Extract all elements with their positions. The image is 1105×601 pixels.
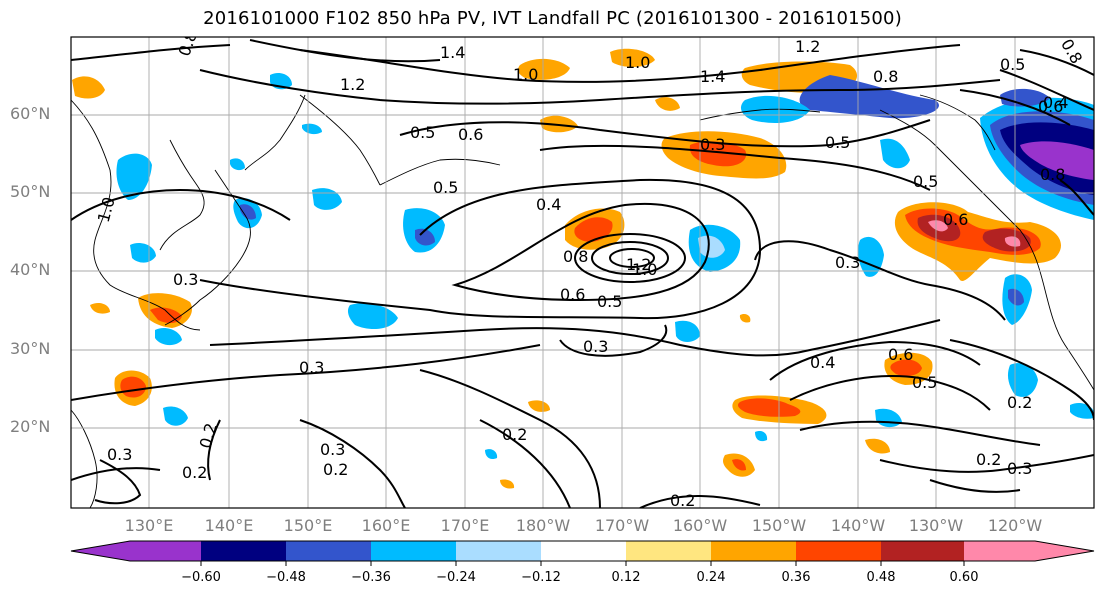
contour-label: 0.8 bbox=[873, 67, 898, 86]
colorbar bbox=[70, 540, 1095, 566]
contour-label: 0.8 bbox=[1057, 36, 1086, 68]
lat-label: 30°N bbox=[10, 339, 51, 358]
lon-label: 150°E bbox=[283, 516, 333, 535]
colorbar-tick-label: 0.36 bbox=[781, 570, 811, 585]
contour-label: 0.5 bbox=[912, 373, 937, 392]
contour-label: 0.3 bbox=[320, 440, 345, 459]
ivt-contours bbox=[71, 39, 1094, 508]
lon-label: 150°W bbox=[751, 516, 807, 535]
colorbar-tick-label: −0.24 bbox=[436, 570, 476, 585]
colorbar-tick-label: −0.12 bbox=[521, 570, 561, 585]
lat-label: 60°N bbox=[10, 104, 51, 123]
colorbar-tick-label: −0.48 bbox=[266, 570, 306, 585]
contour-label: 1.0 bbox=[632, 260, 657, 279]
colorbar-extend-low bbox=[71, 541, 130, 561]
colorbar-bin bbox=[796, 541, 881, 561]
colorbar-bin bbox=[371, 541, 456, 561]
contour-label: 1.0 bbox=[94, 195, 119, 225]
contour-label: 0.6 bbox=[1038, 97, 1063, 116]
contour-label: 0.3 bbox=[173, 270, 198, 289]
contour-label: 0.3 bbox=[835, 253, 860, 272]
contour-label: 0.3 bbox=[700, 135, 725, 154]
contour-label: 0.3 bbox=[1007, 459, 1032, 478]
coastlines bbox=[71, 94, 1094, 508]
lat-label: 50°N bbox=[10, 182, 51, 201]
colorbar-tick-label: −0.60 bbox=[181, 570, 221, 585]
colorbar-bin bbox=[881, 541, 964, 561]
lon-label: 130°W bbox=[908, 516, 964, 535]
contour-label: 0.2 bbox=[323, 460, 348, 479]
contour-label: 0.2 bbox=[670, 491, 695, 510]
contour-label: 1.2 bbox=[795, 37, 820, 56]
colorbar-extend-high bbox=[1035, 541, 1094, 561]
contour-label: 0.6 bbox=[560, 285, 585, 304]
contour-label: 1.0 bbox=[513, 65, 538, 84]
lon-label: 170°E bbox=[440, 516, 490, 535]
colorbar-tick-label: 0.60 bbox=[949, 570, 979, 585]
contour-label: 0.4 bbox=[1043, 93, 1068, 112]
contour-labels: 0.8 1.4 1.2 0.8 1.2 1.0 1.0 1.4 0.8 0.5 … bbox=[94, 28, 1086, 510]
map-frame bbox=[70, 36, 1095, 509]
colorbar-tick-label: −0.36 bbox=[351, 570, 391, 585]
contour-label: 0.6 bbox=[943, 210, 968, 229]
contour-label: 0.5 bbox=[825, 133, 850, 152]
colorbar-tick-label: 0.48 bbox=[866, 570, 896, 585]
lon-label: 120°W bbox=[987, 516, 1043, 535]
lon-label: 140°W bbox=[830, 516, 886, 535]
lon-label: 130°E bbox=[124, 516, 174, 535]
contour-label: 0.5 bbox=[1000, 55, 1025, 74]
gridlines bbox=[71, 37, 1094, 508]
contour-label: 1.4 bbox=[440, 43, 465, 62]
lon-label: 170°W bbox=[594, 516, 650, 535]
contour-label: 0.2 bbox=[182, 463, 207, 482]
contour-label: 1.2 bbox=[626, 255, 651, 274]
pv-shading bbox=[72, 48, 1094, 489]
contour-label: 0.8 bbox=[563, 247, 588, 266]
colorbar-bin bbox=[711, 541, 796, 561]
colorbar-tick-label: 0.12 bbox=[611, 570, 641, 585]
contour-label: 0.4 bbox=[536, 195, 561, 214]
colorbar-bin bbox=[541, 541, 626, 561]
lat-label: 20°N bbox=[10, 417, 51, 436]
contour-label: 0.6 bbox=[888, 345, 913, 364]
contour-label: 0.5 bbox=[410, 123, 435, 142]
colorbar-bin bbox=[286, 541, 371, 561]
contour-label: 0.8 bbox=[175, 28, 202, 58]
colorbar-bin bbox=[964, 541, 1035, 561]
map-plot-area: 0.8 1.4 1.2 0.8 1.2 1.0 1.0 1.4 0.8 0.5 … bbox=[71, 28, 1094, 510]
lon-label: 180°W bbox=[515, 516, 571, 535]
map-title: 2016101000 F102 850 hPa PV, IVT Landfall… bbox=[203, 8, 902, 29]
lon-label: 140°E bbox=[204, 516, 254, 535]
contour-label: 0.5 bbox=[913, 172, 938, 191]
contour-label: 0.3 bbox=[107, 445, 132, 464]
contour-label: 1.2 bbox=[340, 75, 365, 94]
contour-label: 0.2 bbox=[196, 421, 221, 451]
contour-label: 0.3 bbox=[583, 337, 608, 356]
contour-label: 0.6 bbox=[458, 125, 483, 144]
contour-label: 0.5 bbox=[433, 178, 458, 197]
contour-label: 0.2 bbox=[1007, 393, 1032, 412]
lon-label: 160°W bbox=[672, 516, 728, 535]
colorbar-bin bbox=[456, 541, 541, 561]
contour-label: 1.4 bbox=[700, 67, 725, 86]
colorbar-bin bbox=[626, 541, 711, 561]
contour-label: 0.2 bbox=[502, 425, 527, 444]
contour-label: 0.3 bbox=[299, 358, 324, 377]
contour-label: 0.2 bbox=[976, 450, 1001, 469]
lat-label: 40°N bbox=[10, 260, 51, 279]
colorbar-bin bbox=[201, 541, 286, 561]
contour-label: 0.5 bbox=[597, 292, 622, 311]
contour-label: 1.0 bbox=[625, 53, 650, 72]
colorbar-tick-label: 0.24 bbox=[696, 570, 726, 585]
lon-label: 160°E bbox=[361, 516, 411, 535]
contour-label: 0.4 bbox=[810, 353, 835, 372]
colorbar-bin bbox=[130, 541, 201, 561]
contour-label: 0.8 bbox=[1040, 165, 1065, 184]
